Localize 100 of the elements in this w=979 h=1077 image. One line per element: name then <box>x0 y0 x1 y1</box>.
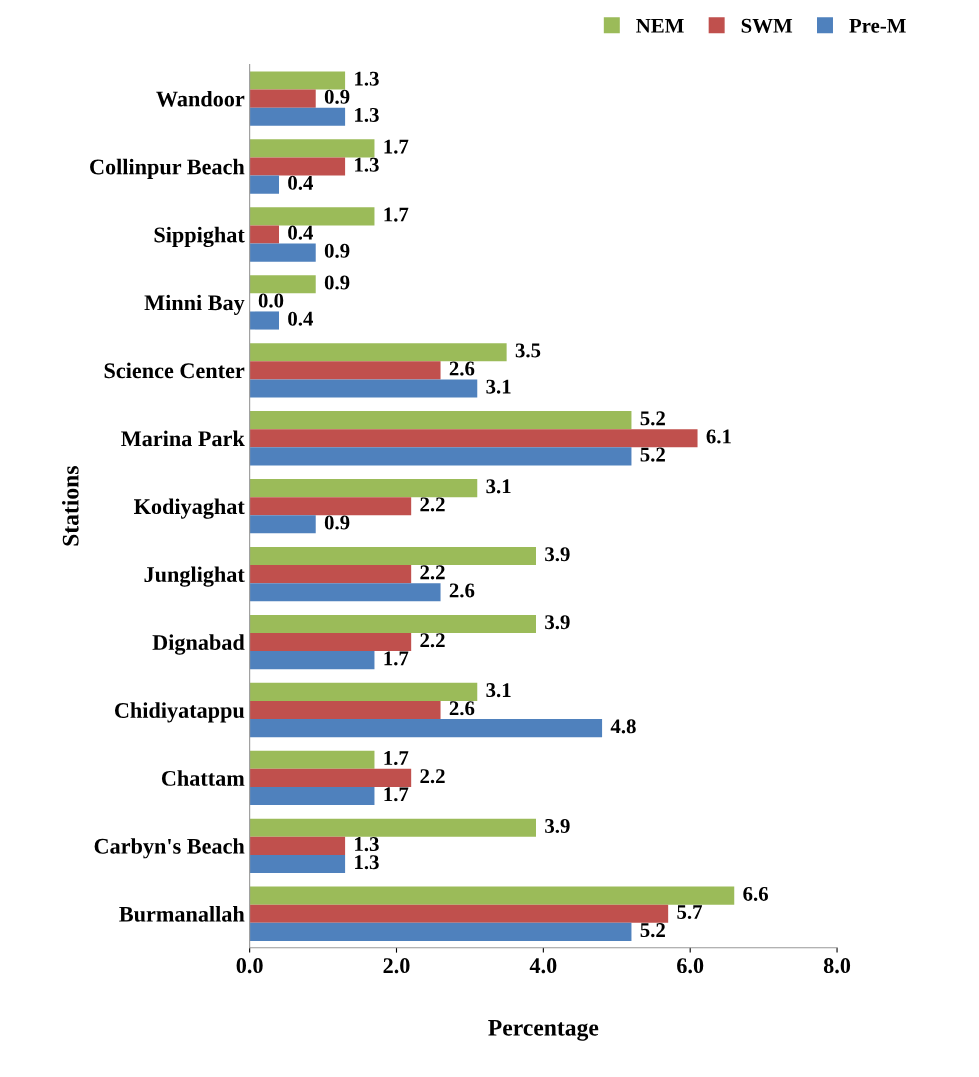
data-label: 0.4 <box>288 311 313 326</box>
data-label: 2.2 <box>420 769 445 784</box>
bar <box>249 719 603 738</box>
bar <box>249 700 441 720</box>
bar <box>249 89 316 108</box>
data-label: 2.2 <box>420 633 445 648</box>
bar <box>249 922 632 941</box>
bar <box>249 139 375 158</box>
bar <box>249 411 632 430</box>
data-label: 1.3 <box>355 157 379 172</box>
bar <box>249 157 346 176</box>
x-axis-title: Percentage <box>488 1020 599 1041</box>
bar <box>249 651 375 670</box>
data-label: 1.3 <box>355 107 379 123</box>
bar <box>249 515 316 534</box>
y-tick-label: Chidiyatappu <box>114 702 245 723</box>
bar <box>249 886 735 905</box>
data-label: 5.2 <box>640 411 665 426</box>
data-label: 1.3 <box>355 71 379 86</box>
data-label: 2.2 <box>420 565 445 580</box>
data-label: 0.9 <box>324 89 350 104</box>
bar <box>249 583 441 602</box>
y-tick-label: Kodiyaghat <box>134 498 245 519</box>
bar <box>249 750 375 769</box>
y-tick-label: Burmanallah <box>119 906 245 922</box>
data-label: 2.6 <box>449 701 475 716</box>
data-label: 4.8 <box>610 719 636 734</box>
data-label: 1.7 <box>384 751 409 766</box>
bar <box>249 71 346 90</box>
y-tick-label: Wandoor <box>156 90 245 107</box>
bar <box>249 379 478 398</box>
data-label: 3.9 <box>545 547 570 562</box>
bar <box>249 361 441 380</box>
data-label: 6.1 <box>706 429 731 444</box>
x-tick-label: 8.0 <box>823 958 851 974</box>
data-label: 5.2 <box>640 447 665 462</box>
bar <box>249 682 478 701</box>
bar <box>249 546 536 566</box>
y-tick-label: Carbyn's Beach <box>94 838 245 859</box>
data-label: 3.9 <box>545 615 570 630</box>
data-label: 1.7 <box>384 207 409 222</box>
data-label: 1.7 <box>384 787 409 802</box>
bar <box>249 447 632 466</box>
data-label: 6.6 <box>743 886 769 901</box>
bar <box>249 275 316 294</box>
data-label: 1.7 <box>384 651 409 666</box>
x-tick-label: 2.0 <box>383 958 410 974</box>
bar <box>249 497 412 516</box>
bar <box>249 207 375 226</box>
data-label: 2.6 <box>449 583 475 598</box>
data-label: 3.9 <box>545 818 570 834</box>
data-label: 0.9 <box>324 515 350 530</box>
data-label: 2.6 <box>449 361 475 376</box>
data-label: 5.7 <box>677 905 703 920</box>
bar <box>249 904 669 923</box>
bar <box>249 633 412 652</box>
x-tick-label: 6.0 <box>677 958 704 974</box>
data-label: 1.3 <box>355 855 379 870</box>
y-tick-label: Dignabad <box>152 634 245 655</box>
data-label: 3.1 <box>486 479 511 494</box>
y-tick-label: Minni Bay <box>144 294 245 315</box>
y-tick-label: Junglighat <box>144 566 245 587</box>
bar <box>249 175 280 194</box>
bar <box>249 614 536 633</box>
y-axis-title: Stations <box>62 466 79 546</box>
data-label: 3.1 <box>486 379 511 394</box>
data-label: 3.5 <box>515 343 541 358</box>
bar <box>249 818 536 837</box>
data-label: 0.9 <box>324 275 350 290</box>
x-tick-label: 0.0 <box>236 958 263 974</box>
data-label: 0.4 <box>288 175 313 190</box>
bar <box>249 479 478 498</box>
data-label: 2.2 <box>420 497 445 512</box>
legend-label: Pre-M <box>849 18 906 33</box>
y-tick-label: Science Center <box>104 362 245 379</box>
data-label: 0.0 <box>258 293 284 308</box>
legend-label: SWM <box>741 18 793 33</box>
y-tick-label: Marina Park <box>121 430 245 447</box>
bar <box>249 429 698 448</box>
bar <box>249 768 412 787</box>
data-label: 1.7 <box>384 139 409 154</box>
bar <box>249 836 346 855</box>
data-label: 3.1 <box>486 683 511 698</box>
bar <box>249 311 280 330</box>
bar <box>249 107 346 126</box>
y-tick-label: Sippighat <box>154 226 245 248</box>
bar <box>249 565 412 584</box>
bar <box>249 225 280 244</box>
bar <box>249 854 346 874</box>
data-label: 0.4 <box>288 225 313 240</box>
x-tick-label: 4.0 <box>529 958 557 974</box>
data-label: 5.2 <box>640 923 665 938</box>
bar <box>249 786 375 806</box>
y-tick-label: Chattam <box>161 770 245 786</box>
legend-label: NEM <box>636 18 684 33</box>
y-tick-label: Collinpur Beach <box>90 158 245 179</box>
bar <box>249 243 316 262</box>
data-label: 1.3 <box>355 837 379 852</box>
bar <box>249 343 507 362</box>
data-label: 0.9 <box>324 243 350 258</box>
